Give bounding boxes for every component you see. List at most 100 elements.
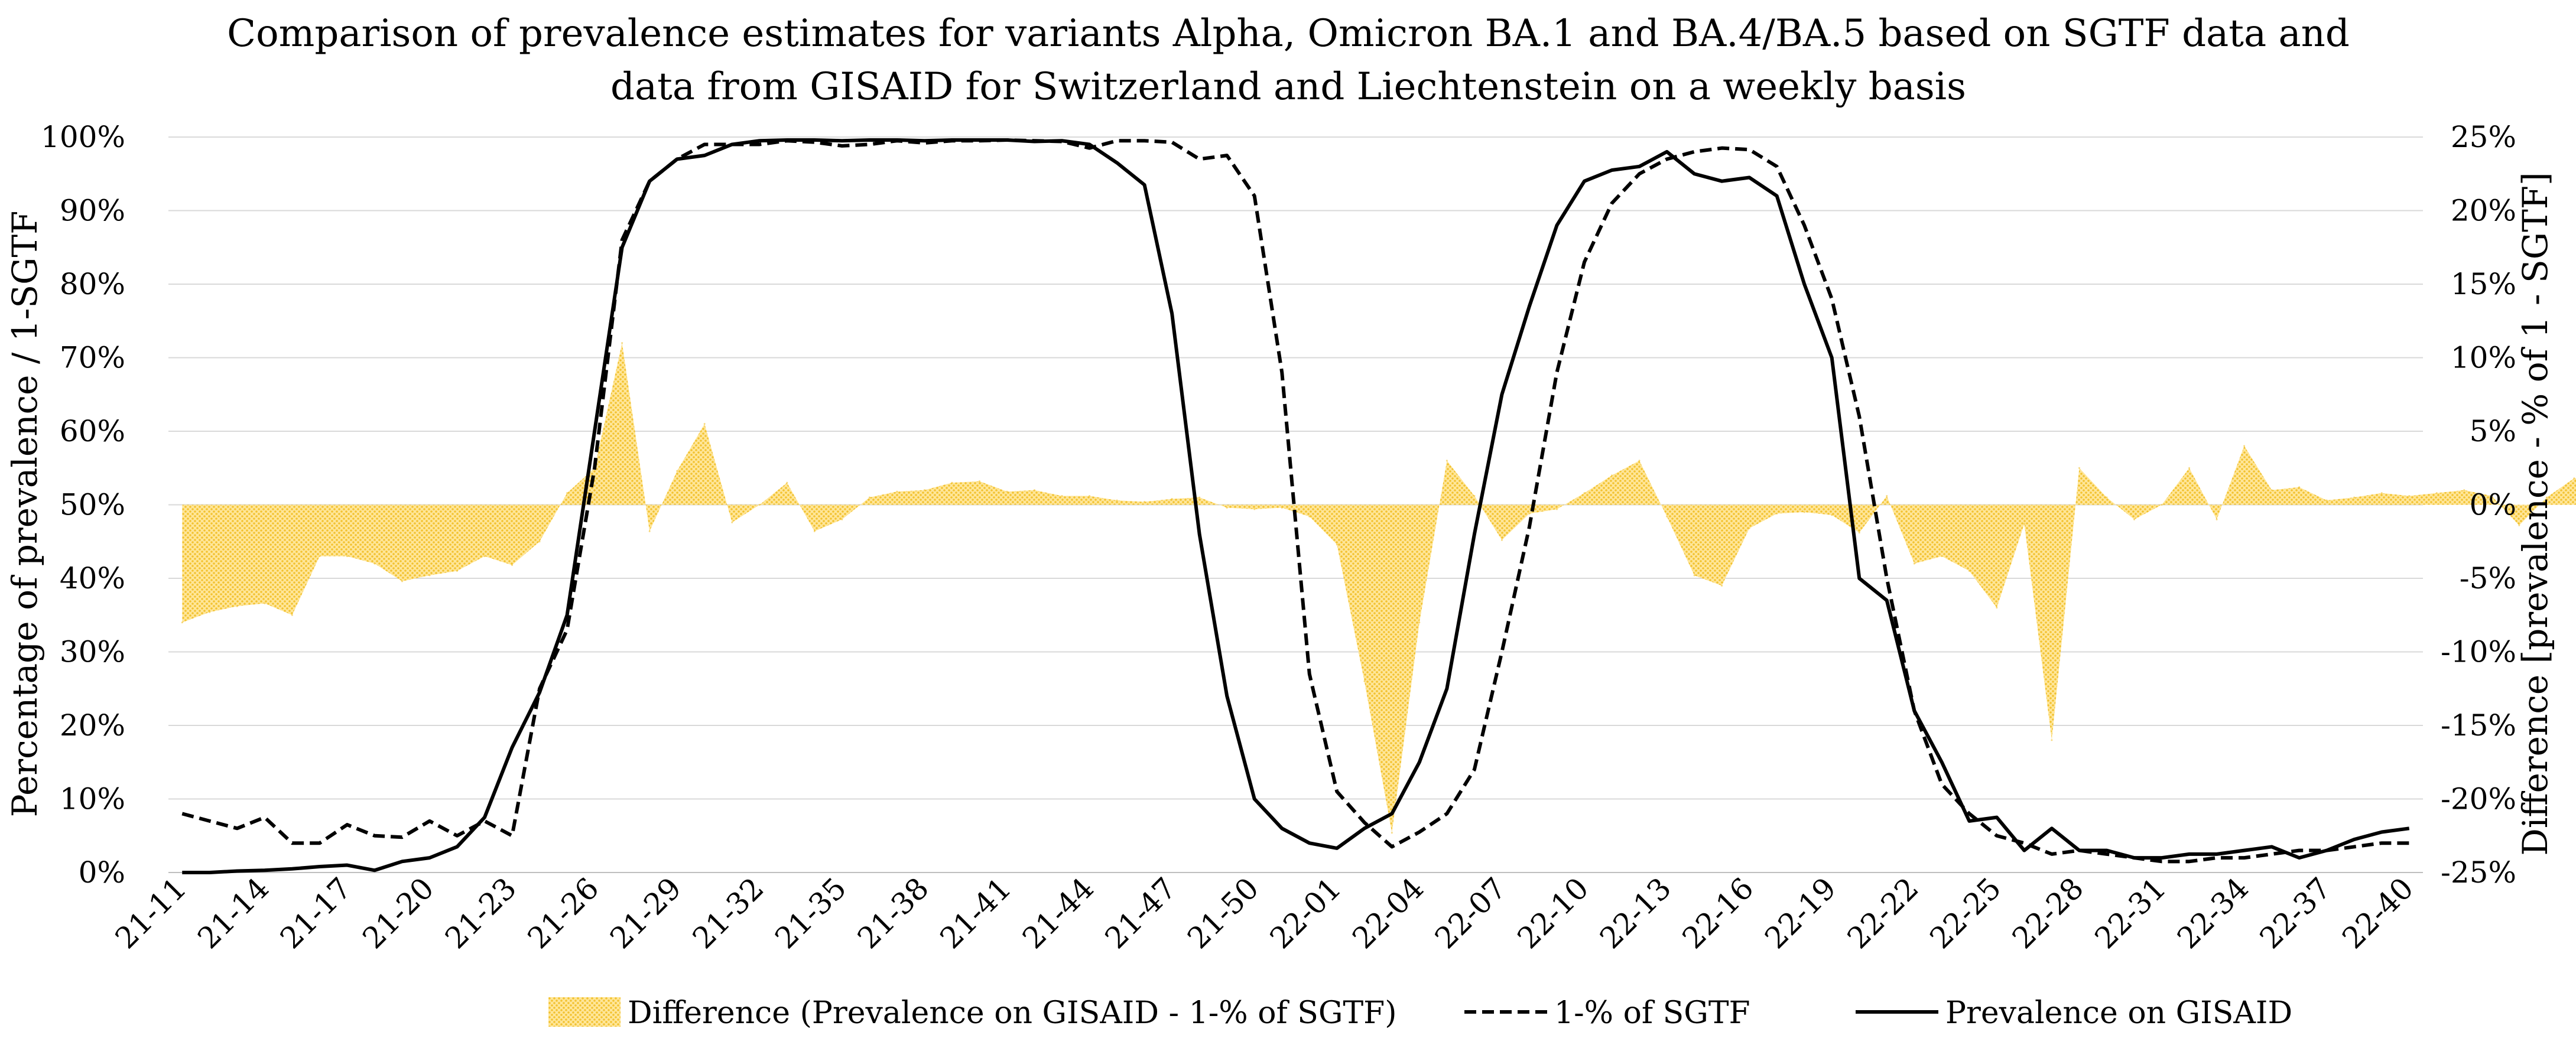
difference-point: [951, 481, 953, 484]
difference-point: [346, 555, 348, 558]
difference-point: [1583, 492, 1586, 494]
difference-point: [1831, 514, 1833, 516]
difference-point: [1941, 555, 1943, 558]
difference-point: [566, 492, 569, 494]
difference-point: [1418, 621, 1421, 624]
difference-point: [2133, 518, 2135, 520]
difference-point: [786, 481, 788, 484]
difference-point: [2243, 445, 2246, 447]
left-tick-label: 70%: [60, 341, 125, 375]
difference-area-series: [181, 342, 2576, 834]
x-tick-label: 22-01: [1263, 871, 1348, 955]
difference-point: [2188, 467, 2191, 469]
difference-point: [1886, 495, 1888, 497]
difference-point: [2106, 496, 2108, 499]
difference-point: [1721, 584, 1723, 587]
difference-point: [648, 530, 651, 532]
right-tick-label: -5%: [2460, 561, 2516, 595]
difference-point: [2353, 496, 2356, 499]
difference-point: [2545, 496, 2548, 499]
difference-point: [2270, 489, 2273, 491]
series-difference-area: [182, 343, 2576, 833]
series-sgtf-line: [181, 138, 2409, 864]
x-tick-label: 22-16: [1676, 871, 1760, 955]
difference-point: [2325, 499, 2328, 502]
difference-point: [1308, 515, 1311, 517]
difference-point: [2463, 489, 2465, 491]
left-axis-title: Percentage of prevalence / 1-SGTF: [5, 211, 45, 818]
x-tick-label: 22-25: [1923, 871, 2007, 955]
difference-point: [1913, 562, 1915, 565]
left-tick-label: 40%: [60, 561, 125, 595]
difference-point: [2023, 523, 2025, 525]
difference-point: [181, 621, 183, 624]
difference-point: [1996, 607, 1998, 609]
x-tick-label: 21-35: [768, 871, 853, 955]
left-axis-ticks: 0% 10% 20% 30% 40% 50% 60% 70% 80% 90% 100%: [41, 120, 125, 890]
difference-point: [2298, 486, 2301, 489]
difference-point: [2573, 477, 2575, 480]
x-tick-label: 21-26: [521, 871, 606, 955]
difference-point: [2408, 495, 2411, 497]
x-tick-label: 21-38: [851, 871, 935, 955]
right-tick-label: 25%: [2451, 120, 2516, 154]
difference-point: [1500, 539, 1503, 541]
x-tick-label: 21-44: [1016, 871, 1100, 955]
difference-point: [1858, 532, 1860, 534]
difference-point: [1445, 460, 1448, 462]
difference-point: [2216, 518, 2218, 520]
difference-point: [1528, 512, 1531, 515]
difference-point: [1666, 515, 1668, 517]
difference-point: [868, 496, 870, 499]
difference-point: [1611, 474, 1613, 477]
difference-point: [538, 541, 541, 543]
difference-point: [1061, 495, 1063, 497]
line-series: [181, 138, 2410, 874]
chart-title: Comparison of prevalence estimates for v…: [227, 12, 2350, 109]
difference-point: [1776, 512, 1778, 515]
left-tick-label: 100%: [41, 120, 125, 154]
x-tick-label: 22-22: [1841, 871, 1925, 955]
legend: Difference (Prevalence on GISAID - 1-% o…: [548, 995, 2292, 1031]
left-tick-label: 30%: [60, 635, 125, 669]
x-tick-label: 21-41: [934, 871, 1018, 955]
x-tick-label: 21-23: [438, 871, 523, 955]
difference-point: [676, 470, 678, 472]
difference-point: [896, 490, 898, 493]
difference-point: [401, 580, 403, 582]
difference-point: [1253, 508, 1256, 510]
difference-point: [511, 564, 514, 567]
difference-point: [1006, 490, 1008, 493]
difference-point: [813, 530, 816, 532]
left-tick-label: 0%: [79, 855, 125, 890]
difference-point: [2078, 467, 2080, 469]
x-tick-label: 22-13: [1593, 871, 1678, 955]
right-tick-label: -10%: [2441, 635, 2516, 669]
right-axis-title: Difference [prevalence - % of 1 - SGTF]: [2515, 172, 2555, 855]
difference-point: [2518, 524, 2520, 526]
x-axis-ticks: 21-1121-1421-1721-2021-2321-2621-2921-32…: [109, 871, 2420, 955]
difference-point: [1555, 508, 1558, 510]
difference-point: [1391, 832, 1393, 834]
difference-point: [1803, 511, 1805, 513]
difference-point: [1473, 495, 1476, 497]
x-tick-label: 22-40: [2335, 871, 2420, 955]
difference-point: [2051, 739, 2053, 741]
right-tick-label: -20%: [2441, 782, 2516, 816]
difference-point: [923, 489, 925, 491]
difference-point: [291, 614, 293, 616]
x-tick-label: 21-47: [1099, 871, 1183, 955]
x-tick-label: 22-19: [1758, 871, 1843, 955]
x-tick-label: 21-29: [603, 871, 688, 955]
difference-point: [1034, 489, 1036, 491]
difference-point: [1968, 570, 1970, 572]
x-tick-label: 22-07: [1428, 871, 1513, 955]
x-tick-label: 21-14: [191, 871, 275, 955]
difference-point: [1363, 680, 1366, 682]
x-tick-label: 21-32: [686, 871, 771, 955]
chart-title-line-2: data from GISAID for Switzerland and Lie…: [610, 65, 1966, 109]
difference-point: [319, 555, 321, 558]
difference-point: [1748, 527, 1750, 529]
difference-point: [621, 342, 623, 344]
